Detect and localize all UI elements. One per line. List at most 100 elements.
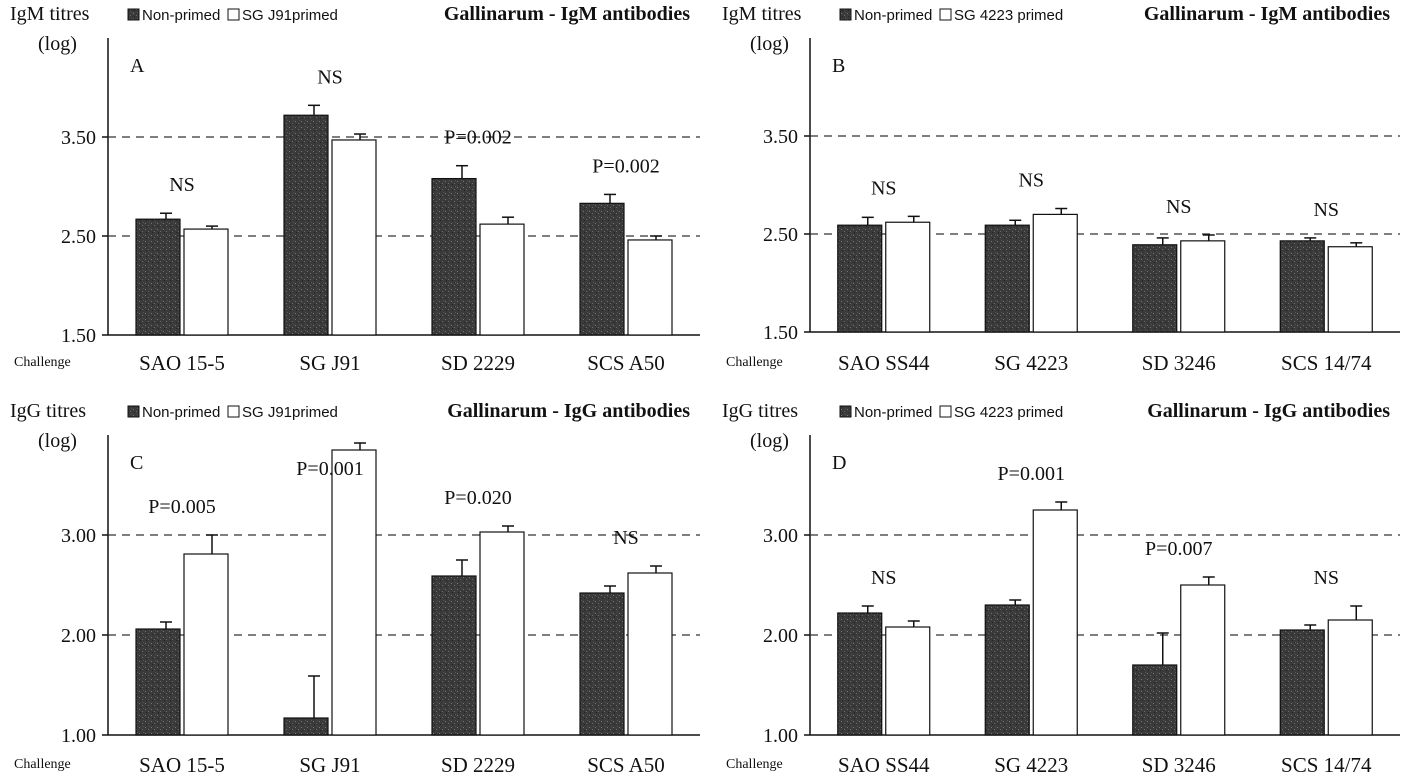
x-category-label: SCS A50 xyxy=(587,351,665,375)
x-axis-prefix-label: Challenge xyxy=(726,757,783,772)
legend-label-non-primed: Non-primed xyxy=(142,7,220,24)
x-category-label: SD 2229 xyxy=(441,753,515,777)
bar-primed xyxy=(1032,213,1078,333)
bar-non-primed xyxy=(984,224,1030,333)
x-axis-prefix-label: Challenge xyxy=(14,355,71,370)
y-tick-label: 2.00 xyxy=(763,625,798,647)
legend-swatch-non-primed xyxy=(839,405,852,418)
significance-annotation: NS xyxy=(169,174,195,196)
legend-swatch-non-primed xyxy=(127,8,140,21)
y-tick-label: 1.50 xyxy=(61,325,96,347)
bar-non-primed xyxy=(837,612,883,736)
significance-annotation: NS xyxy=(1313,567,1339,589)
x-category-label: SD 3246 xyxy=(1142,351,1216,375)
significance-annotation: NS xyxy=(871,567,897,589)
bar-primed xyxy=(331,139,377,336)
bar-non-primed xyxy=(1132,244,1178,333)
legend-label-primed: SG 4223 primed xyxy=(954,404,1063,421)
panel-label: D xyxy=(832,452,846,474)
legend-label-primed: SG J91primed xyxy=(242,404,338,421)
bar-non-primed xyxy=(984,604,1030,736)
x-axis-prefix-label: Challenge xyxy=(14,757,71,772)
bar-non-primed xyxy=(579,592,625,736)
bar-primed xyxy=(183,228,229,336)
legend-swatch-primed xyxy=(227,405,240,418)
chart-title: Gallinarum - IgM antibodies xyxy=(1144,3,1390,25)
panel-a: IgM titres (log) Non-primed SG J91primed Gal… xyxy=(10,3,700,375)
panel-d: IgG titres (log) Non-primed SG 4223 primed G… xyxy=(722,400,1400,777)
significance-annotation: NS xyxy=(1018,170,1044,192)
y-tick-label: 3.00 xyxy=(61,525,96,547)
x-category-label: SD 2229 xyxy=(441,351,515,375)
x-category-label: SAO 15-5 xyxy=(139,753,225,777)
bar-primed xyxy=(1327,619,1373,736)
y-tick-label: 1.00 xyxy=(763,725,798,747)
y-axis-label-line1: IgM titres xyxy=(10,3,90,25)
y-axis-label-line1: IgG titres xyxy=(10,400,86,422)
legend-label-non-primed: Non-primed xyxy=(142,404,220,421)
y-axis-label-line1: IgG titres xyxy=(722,400,798,422)
bar-non-primed xyxy=(135,628,181,736)
chart-title: Gallinarum - IgM antibodies xyxy=(444,3,690,25)
significance-annotation: P=0.001 xyxy=(998,463,1065,485)
bar-primed xyxy=(885,221,931,333)
legend-label-non-primed: Non-primed xyxy=(854,7,932,24)
y-tick-label: 1.00 xyxy=(61,725,96,747)
bar-primed xyxy=(1180,240,1226,333)
x-category-label: SAO SS44 xyxy=(838,753,930,777)
panel-label: C xyxy=(130,452,143,474)
y-axis-label-line1: IgM titres xyxy=(722,3,802,25)
significance-annotation: NS xyxy=(1313,199,1339,221)
x-category-label: SAO 15-5 xyxy=(139,351,225,375)
y-tick-label: 3.00 xyxy=(763,525,798,547)
bar-primed xyxy=(1032,509,1078,736)
significance-annotation: P=0.020 xyxy=(444,487,511,509)
significance-annotation: P=0.007 xyxy=(1145,538,1212,560)
y-axis-label-line2: (log) xyxy=(750,33,789,55)
bar-primed xyxy=(183,553,229,736)
legend-label-primed: SG 4223 primed xyxy=(954,7,1063,24)
legend-swatch-non-primed xyxy=(127,405,140,418)
bar-primed xyxy=(885,626,931,736)
panel-label: A xyxy=(130,55,145,77)
x-category-label: SCS 14/74 xyxy=(1281,753,1372,777)
y-axis-label-line2: (log) xyxy=(750,430,789,452)
bar-non-primed xyxy=(1132,664,1178,736)
panel-b: IgM titres (log) Non-primed SG 4223 primed G… xyxy=(722,3,1400,375)
significance-annotation: NS xyxy=(317,66,343,88)
y-tick-label: 3.50 xyxy=(61,127,96,149)
legend-label-primed: SG J91primed xyxy=(242,7,338,24)
y-axis-label-line2: (log) xyxy=(38,33,77,55)
legend-swatch-primed xyxy=(939,405,952,418)
bar-non-primed xyxy=(431,177,477,336)
bar-non-primed xyxy=(283,717,329,736)
chart-title: Gallinarum - IgG antibodies xyxy=(1147,400,1390,422)
significance-annotation: NS xyxy=(1166,196,1192,218)
x-category-label: SCS A50 xyxy=(587,753,665,777)
significance-annotation: P=0.001 xyxy=(296,458,363,480)
bar-non-primed xyxy=(283,114,329,336)
x-category-label: SG J91 xyxy=(299,351,360,375)
bar-primed xyxy=(1327,246,1373,333)
bar-primed xyxy=(627,572,673,736)
x-category-label: SCS 14/74 xyxy=(1281,351,1372,375)
bar-primed xyxy=(479,223,525,336)
bar-primed xyxy=(479,531,525,736)
y-tick-label: 3.50 xyxy=(763,126,798,148)
y-tick-label: 1.50 xyxy=(763,322,798,344)
x-category-label: SG J91 xyxy=(299,753,360,777)
bar-non-primed xyxy=(431,575,477,736)
bar-non-primed xyxy=(1279,240,1325,333)
significance-annotation: P=0.002 xyxy=(592,155,659,177)
bar-primed xyxy=(331,449,377,736)
x-category-label: SG 4223 xyxy=(994,753,1068,777)
bar-primed xyxy=(1180,584,1226,736)
legend-swatch-primed xyxy=(939,8,952,21)
y-tick-label: 2.50 xyxy=(61,226,96,248)
bar-non-primed xyxy=(135,218,181,336)
chart-title: Gallinarum - IgG antibodies xyxy=(447,400,690,422)
legend-swatch-non-primed xyxy=(839,8,852,21)
significance-annotation: P=0.005 xyxy=(148,496,215,518)
y-axis-label-line2: (log) xyxy=(38,430,77,452)
